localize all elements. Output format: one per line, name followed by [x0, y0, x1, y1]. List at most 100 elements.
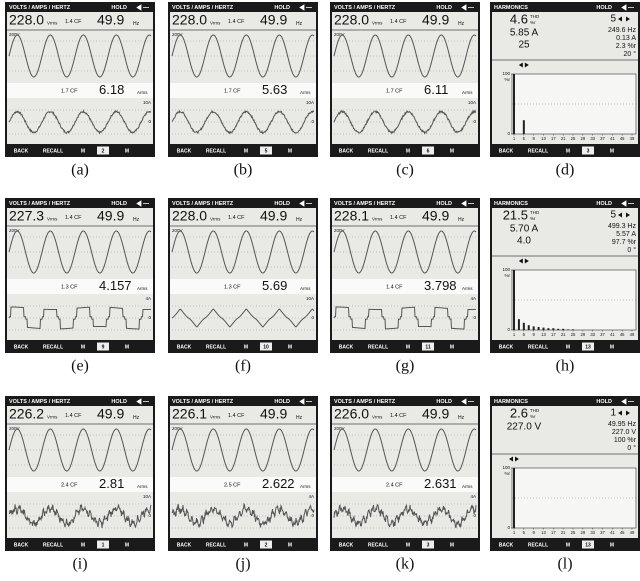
- softkey-label: BACK: [339, 148, 354, 154]
- caption: (f): [235, 358, 251, 375]
- harmonic-reading: 0 °: [627, 444, 636, 452]
- current-unit: Arms: [462, 286, 473, 291]
- x-tick-label: 45: [620, 530, 625, 535]
- voltage-reading: 226.1: [172, 406, 207, 422]
- screen: [332, 208, 478, 340]
- softkey-label: RECALL: [43, 148, 63, 154]
- frequency-reading: 49.9: [260, 406, 287, 422]
- voltage-reading: 228.1: [334, 208, 369, 224]
- current-readout-band: [170, 83, 316, 98]
- softkey-label: BACK: [14, 344, 29, 350]
- softkey-label: M: [406, 542, 410, 548]
- harmonic-reading: 4.0: [517, 236, 531, 247]
- thd-unit: %r: [530, 414, 536, 419]
- voltage-crest-factor: 1.4 CF: [228, 413, 245, 419]
- x-tick-label: 13: [541, 332, 546, 337]
- thd-label: THD: [530, 210, 540, 215]
- softkey-label: M: [450, 148, 454, 154]
- voltage-crest-factor: 1.4 CF: [228, 19, 245, 25]
- analyzer-screen: VOLTS / AMPS / HERTZHOLDBACKRECALLM10M22…: [168, 198, 318, 353]
- x-tick-label: 33: [590, 136, 595, 141]
- current-scale: 10A: [468, 100, 476, 105]
- current-scale: 10A: [306, 296, 314, 301]
- x-tick-label: 37: [600, 136, 605, 141]
- current-crest-factor: 2.4 CF: [61, 482, 78, 488]
- y-unit: %r: [505, 77, 511, 82]
- voltage-unit: Vrms: [210, 21, 221, 26]
- caption: (e): [71, 358, 89, 375]
- harmonic-bar: [562, 329, 564, 330]
- softkey-label: 1: [102, 542, 105, 548]
- thd-label: THD: [530, 408, 540, 413]
- current-scale: 4A: [470, 296, 476, 301]
- softkey-label: M: [566, 344, 570, 350]
- hold-label: HOLD: [111, 399, 127, 405]
- y-tick-label: 100: [502, 465, 510, 470]
- harmonic-bar: [572, 329, 574, 330]
- softkey-label: 13: [585, 344, 591, 350]
- hold-label: HOLD: [274, 201, 290, 207]
- current-crest-factor: 2.4 CF: [386, 482, 403, 488]
- hold-label: HOLD: [436, 201, 452, 207]
- softkey-label: RECALL: [206, 148, 226, 154]
- voltage-reading: 228.0: [172, 208, 207, 224]
- softkey-label: RECALL: [206, 344, 226, 350]
- current-crest-factor: 1.3 CF: [61, 284, 78, 290]
- softkey-label: RECALL: [43, 542, 63, 548]
- screen-header: VOLTS / AMPS / HERTZ: [172, 399, 234, 405]
- voltage-crest-factor: 1.4 CF: [390, 19, 407, 25]
- current-reading: 3.798: [424, 278, 457, 293]
- softkey-label: RECALL: [368, 148, 388, 154]
- current-crest-factor: 1.7 CF: [224, 88, 241, 94]
- softkey-label: M: [244, 542, 248, 548]
- x-tick-label: 37: [600, 332, 605, 337]
- current-reading: 5.69: [262, 278, 287, 293]
- harmonic-bar: [543, 328, 545, 330]
- x-tick-label: 21: [561, 332, 566, 337]
- voltage-reading: 228.0: [9, 12, 44, 28]
- voltage-unit: Vrms: [372, 415, 383, 420]
- softkey-label: RECALL: [528, 148, 548, 154]
- harmonic-reading: 25: [518, 40, 530, 51]
- current-scale: 4A: [145, 296, 151, 301]
- softkey-label: RECALL: [528, 542, 548, 548]
- y-tick-label: 100: [502, 71, 510, 76]
- caption: (c): [396, 162, 414, 179]
- frequency-unit: Hz: [296, 217, 303, 223]
- softkey-label: BACK: [499, 542, 514, 548]
- softkey-label: M: [450, 542, 454, 548]
- analyzer-screen: HARMONICSHOLDBACKRECALLM13M21.5THD%r55.7…: [490, 198, 640, 353]
- current-unit: Arms: [137, 90, 148, 95]
- harmonic-bar: [538, 327, 540, 330]
- current-reading: 2.631: [424, 476, 457, 491]
- softkey-label: 2: [102, 148, 105, 154]
- frequency-reading: 49.9: [422, 208, 449, 224]
- current-unit: Arms: [137, 484, 148, 489]
- hold-label: HOLD: [436, 399, 452, 405]
- frequency-unit: Hz: [296, 415, 303, 421]
- frequency-reading: 49.9: [260, 12, 287, 28]
- x-tick-label: 21: [561, 136, 566, 141]
- current-unit: Arms: [462, 90, 473, 95]
- softkey-label: M: [244, 344, 248, 350]
- harmonic-reading: 5.57 A: [616, 231, 636, 238]
- harmonic-bar: [518, 319, 520, 330]
- caption: (i): [72, 556, 87, 573]
- frequency-unit: Hz: [458, 217, 465, 223]
- softkey-label: BACK: [177, 542, 192, 548]
- current-scale: 4A: [308, 494, 314, 499]
- voltage-crest-factor: 1.4 CF: [228, 215, 245, 221]
- harmonic-reading: 97.7 %r: [612, 239, 637, 246]
- y-tick-label: 100: [502, 267, 510, 272]
- caption: (a): [71, 162, 89, 179]
- softkey-label: BACK: [14, 148, 29, 154]
- x-tick-label: 45: [620, 332, 625, 337]
- current-reading: 4.157: [99, 278, 132, 293]
- caption: (h): [556, 358, 575, 375]
- current-reading: 6.11: [424, 82, 448, 97]
- voltage-crest-factor: 1.4 CF: [65, 215, 82, 221]
- softkey-label: RECALL: [206, 542, 226, 548]
- caption: (d): [556, 162, 575, 179]
